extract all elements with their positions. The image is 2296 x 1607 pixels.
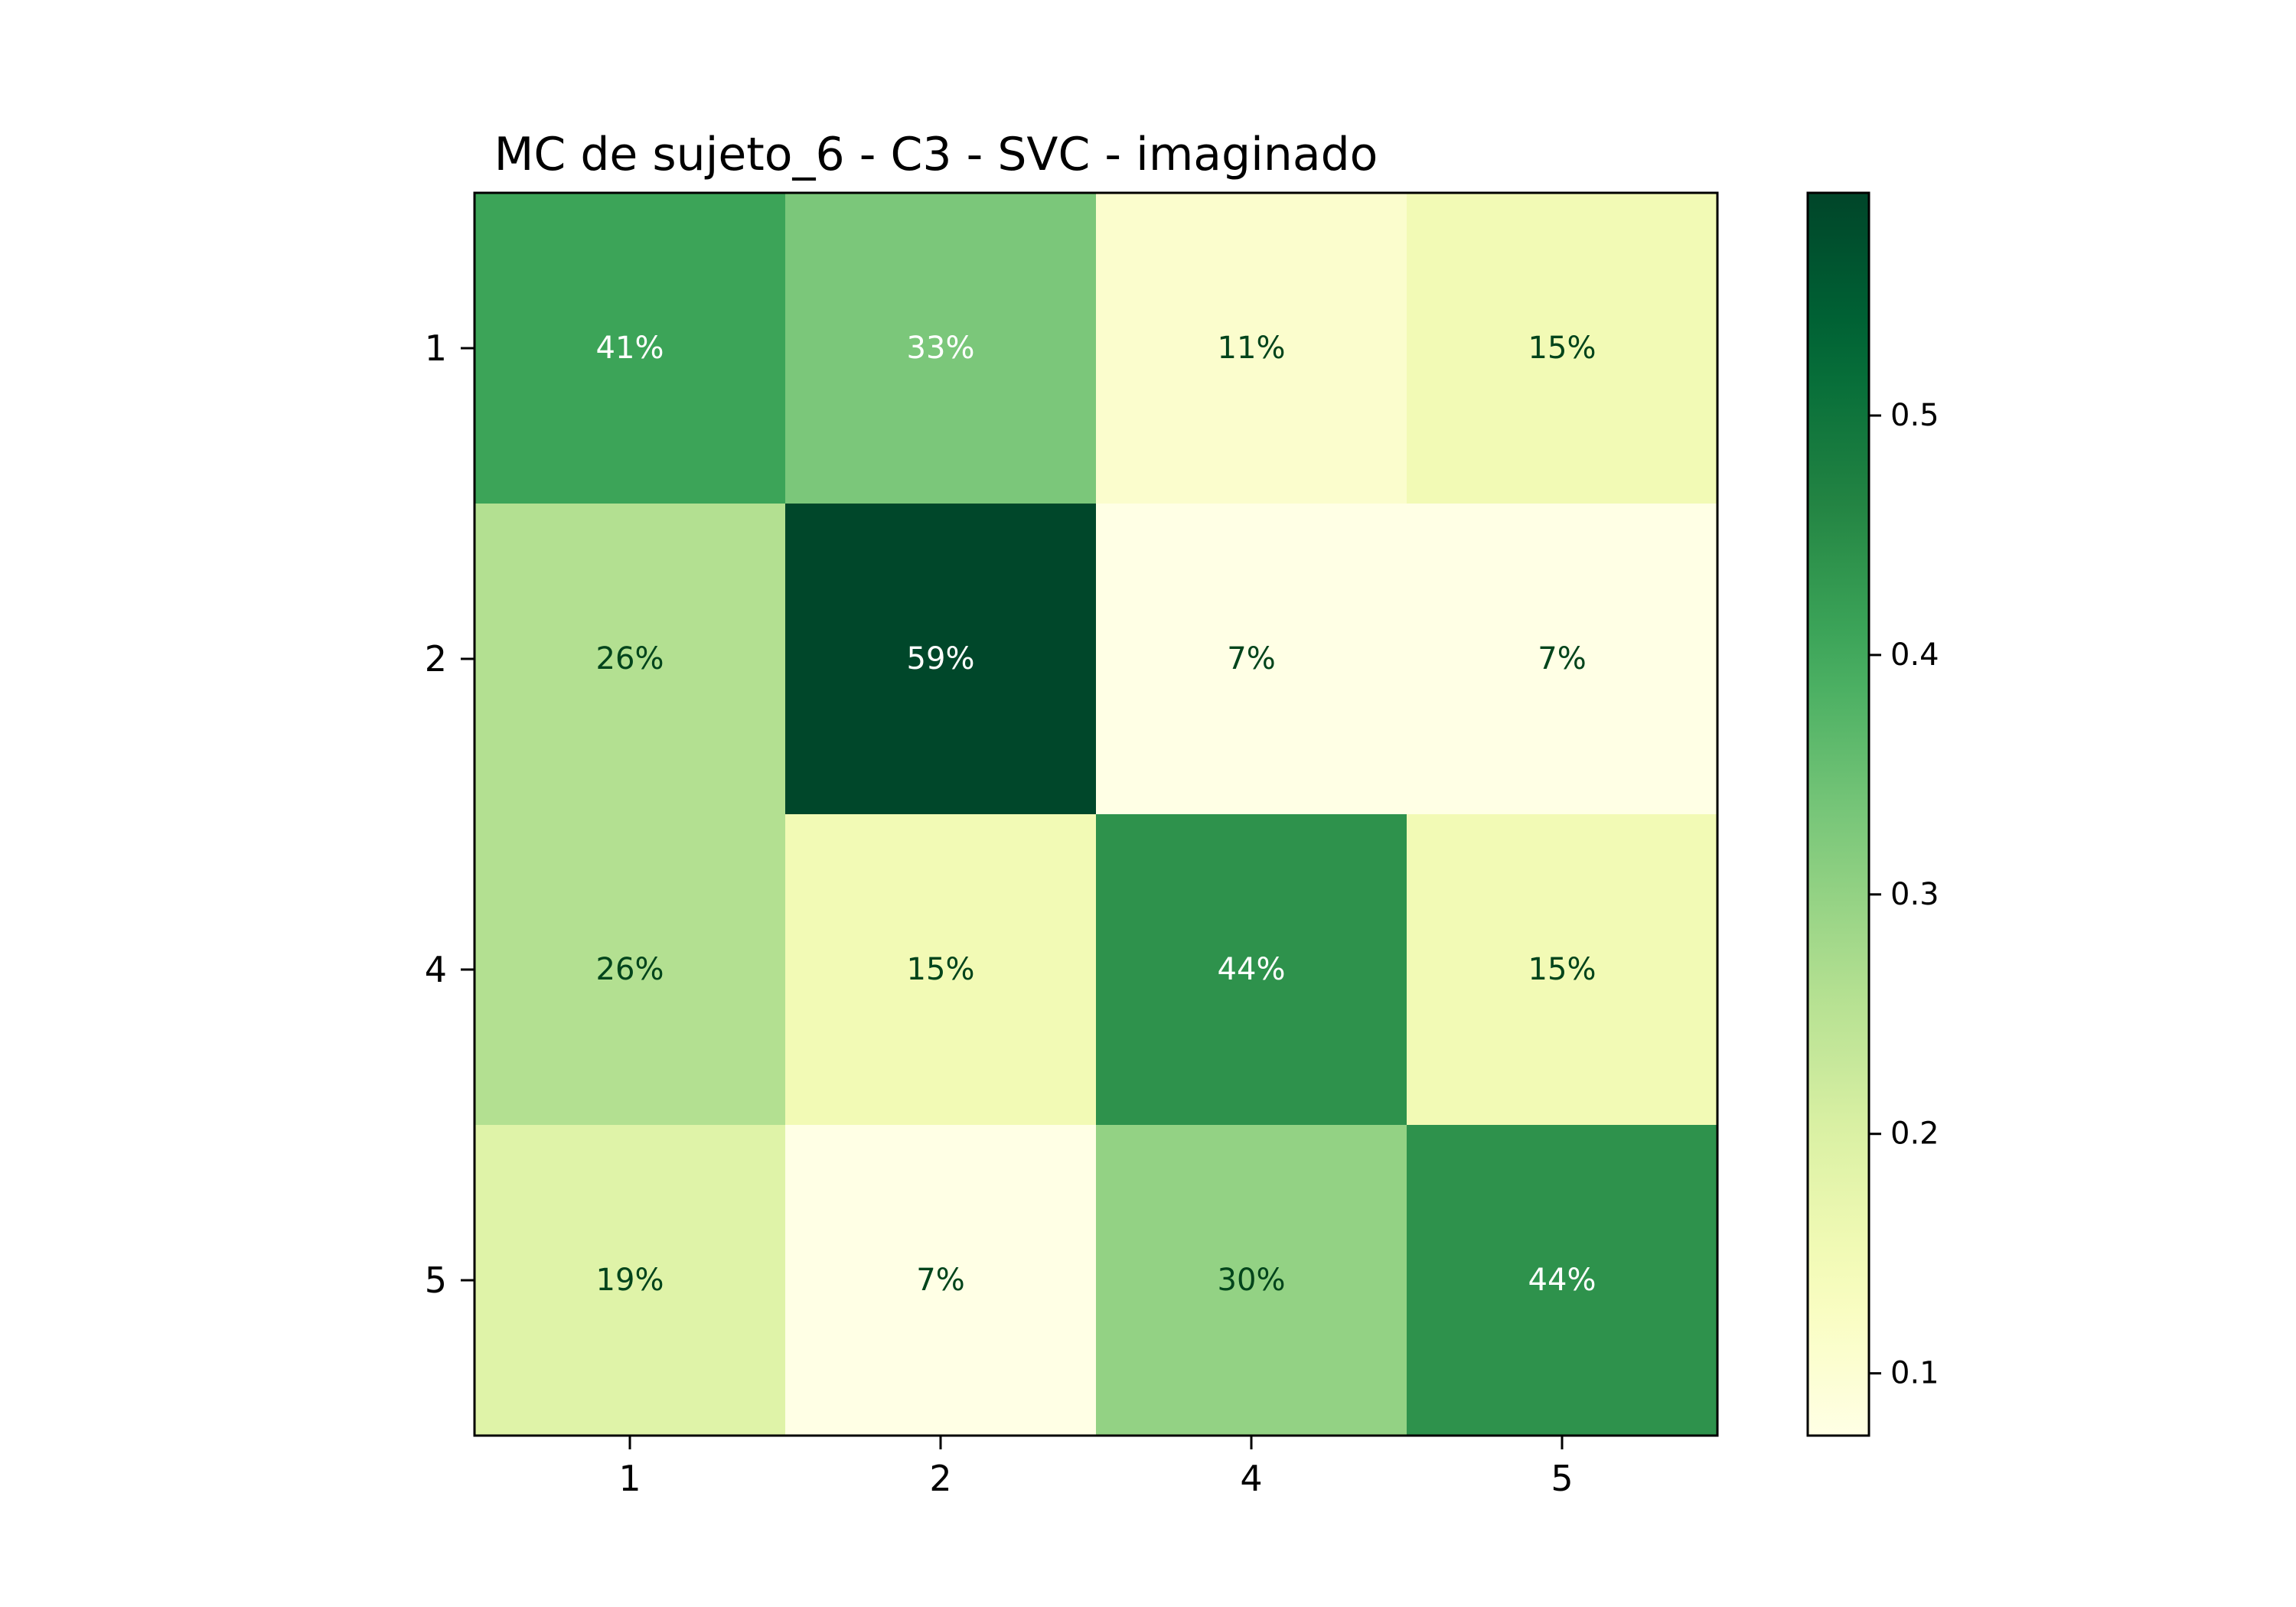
heatmap-cell <box>1407 193 1718 504</box>
heatmap-cell <box>785 814 1097 1126</box>
x-axis: 1 2 4 5 <box>618 1436 1574 1499</box>
y-tick-label: 1 <box>425 328 447 369</box>
heatmap-cell <box>475 814 786 1126</box>
colorbar: 0.1 0.2 0.3 0.4 0.5 <box>1806 191 1939 1437</box>
plot-frame <box>473 191 1719 1437</box>
heatmap-cell <box>1096 814 1407 1126</box>
heatmap-cell-label: 7% <box>916 1263 964 1298</box>
colorbar-gradient <box>1808 193 1869 1436</box>
x-tick-label: 5 <box>1551 1458 1573 1499</box>
heatmap-cell <box>1407 1125 1718 1436</box>
heatmap-cell <box>1096 193 1407 504</box>
heatmap-cell-labels: 41% 33% 11% 15% 26% 59% 7% 7% 26% 15% 44% 15% 19% 7% 3… <box>596 331 1596 1298</box>
heatmap-cell-label: 19% <box>596 1263 664 1298</box>
heatmap-cell <box>475 193 786 504</box>
heatmap-cell <box>1096 1125 1407 1436</box>
heatmap-cell-label: 26% <box>596 641 664 676</box>
colorbar-tick-label: 0.5 <box>1890 398 1939 433</box>
heatmap-cell-label: 41% <box>596 331 664 366</box>
heatmap-cell-label: 15% <box>1528 952 1596 987</box>
chart-title: MC de sujeto_6 - C3 - SVC - imaginado <box>494 128 1378 181</box>
colorbar-tick-label: 0.1 <box>1890 1356 1939 1391</box>
heatmap-cell-label: 15% <box>907 952 975 987</box>
heatmap-cell <box>475 1125 786 1436</box>
x-tick-label: 1 <box>618 1458 641 1499</box>
heatmap-cells <box>475 193 1718 1436</box>
heatmap-cell-label: 44% <box>1528 1263 1596 1298</box>
heatmap-cell-label: 30% <box>1218 1263 1286 1298</box>
heatmap-cell-label: 7% <box>1538 641 1586 676</box>
heatmap-cell <box>1407 814 1718 1126</box>
colorbar-tick-label: 0.3 <box>1890 877 1939 912</box>
colorbar-ticks: 0.1 0.2 0.3 0.4 0.5 <box>1869 398 1939 1391</box>
colorbar-tick-label: 0.2 <box>1890 1116 1939 1152</box>
heatmap-cell-label: 11% <box>1218 331 1286 366</box>
x-tick-label: 4 <box>1240 1458 1262 1499</box>
colorbar-frame <box>1806 191 1870 1437</box>
heatmap-cell <box>785 1125 1097 1436</box>
heatmap-cell-label: 44% <box>1218 952 1286 987</box>
heatmap-cell-label: 7% <box>1227 641 1275 676</box>
heatmap-cell-label: 26% <box>596 952 664 987</box>
y-tick-label: 5 <box>425 1260 447 1301</box>
heatmap-cell <box>1096 504 1407 815</box>
heatmap-cell <box>785 504 1097 815</box>
colorbar-tick-label: 0.4 <box>1890 637 1939 673</box>
heatmap-cell <box>1407 504 1718 815</box>
heatmap-cell-label: 59% <box>907 641 975 676</box>
y-axis: 1 2 4 5 <box>425 328 475 1301</box>
heatmap-cell <box>785 193 1097 504</box>
heatmap-cell-label: 15% <box>1528 331 1596 366</box>
y-tick-label: 4 <box>425 949 447 990</box>
heatmap-cell-label: 33% <box>907 331 975 366</box>
x-tick-label: 2 <box>929 1458 951 1499</box>
y-tick-label: 2 <box>425 638 447 680</box>
heatmap-cell <box>475 504 786 815</box>
